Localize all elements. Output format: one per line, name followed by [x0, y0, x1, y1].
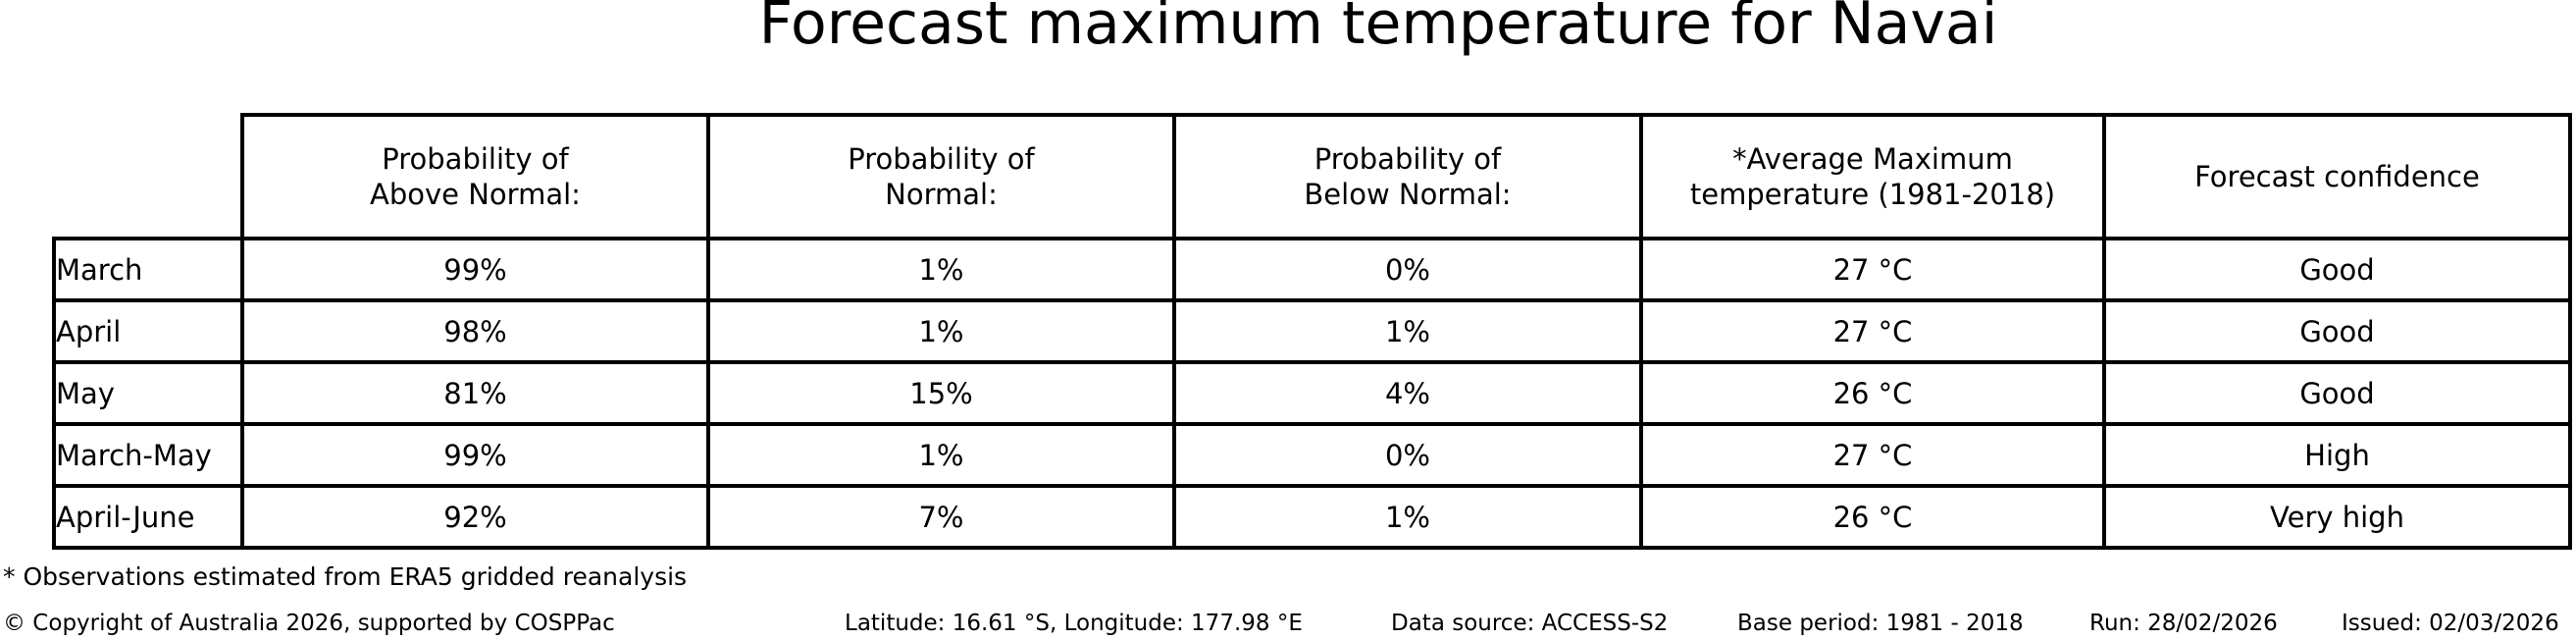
- table-row-march-may: March-May 99% 1% 0% 27 °C High: [52, 422, 2572, 488]
- cell-average-max-temperature: 27 °C: [1639, 422, 2106, 488]
- cell-below-normal: 0%: [1172, 422, 1643, 488]
- cell-above-normal: 99%: [240, 422, 710, 488]
- location-coordinates: Latitude: 16.61 °S, Longitude: 177.98 °E: [845, 611, 1303, 636]
- cell-below-normal: 1%: [1172, 298, 1643, 364]
- row-label: March: [52, 237, 244, 302]
- row-label: April: [52, 298, 244, 364]
- row-label: April-June: [52, 484, 244, 550]
- cell-forecast-confidence: Good: [2102, 298, 2572, 364]
- column-header-forecast-confidence: Forecast confidence: [2102, 113, 2572, 240]
- forecast-table: Probability of Above Normal: Probability…: [52, 113, 2572, 550]
- cell-above-normal: 98%: [240, 298, 710, 364]
- data-source-text: Data source: ACCESS-S2: [1391, 611, 1669, 636]
- column-header-below-normal: Probability of Below Normal:: [1172, 113, 1643, 240]
- cell-normal: 1%: [706, 298, 1176, 364]
- cell-normal: 1%: [706, 237, 1176, 302]
- table-row-april-june: April-June 92% 7% 1% 26 °C Very high: [52, 484, 2572, 550]
- cell-above-normal: 81%: [240, 360, 710, 426]
- cell-normal: 7%: [706, 484, 1176, 550]
- cell-below-normal: 0%: [1172, 237, 1643, 302]
- column-header-above-normal: Probability of Above Normal:: [240, 113, 710, 240]
- cell-forecast-confidence: Good: [2102, 360, 2572, 426]
- table-row-march: March 99% 1% 0% 27 °C Good: [52, 237, 2572, 302]
- column-header-average-max-temperature: *Average Maximum temperature (1981-2018): [1639, 113, 2106, 240]
- cell-forecast-confidence: Very high: [2102, 484, 2572, 550]
- base-period-text: Base period: 1981 - 2018: [1737, 611, 2024, 636]
- page-title: Forecast maximum temperature for Navai: [758, 0, 1998, 58]
- cell-normal: 15%: [706, 360, 1176, 426]
- observations-footnote: * Observations estimated from ERA5 gridd…: [3, 562, 688, 591]
- cell-normal: 1%: [706, 422, 1176, 488]
- cell-below-normal: 1%: [1172, 484, 1643, 550]
- row-label: March-May: [52, 422, 244, 488]
- column-header-normal: Probability of Normal:: [706, 113, 1176, 240]
- cell-average-max-temperature: 27 °C: [1639, 237, 2106, 302]
- copyright-text: © Copyright of Australia 2026, supported…: [3, 611, 615, 636]
- table-header-row: Probability of Above Normal: Probability…: [54, 113, 2572, 240]
- cell-average-max-temperature: 26 °C: [1639, 360, 2106, 426]
- run-date-text: Run: 28/02/2026: [2089, 611, 2278, 636]
- cell-above-normal: 99%: [240, 237, 710, 302]
- cell-average-max-temperature: 27 °C: [1639, 298, 2106, 364]
- table-row-may: May 81% 15% 4% 26 °C Good: [52, 360, 2572, 426]
- cell-below-normal: 4%: [1172, 360, 1643, 426]
- cell-average-max-temperature: 26 °C: [1639, 484, 2106, 550]
- issued-date-text: Issued: 02/03/2026: [2342, 611, 2559, 636]
- cell-forecast-confidence: High: [2102, 422, 2572, 488]
- row-label: May: [52, 360, 244, 426]
- table-row-april: April 98% 1% 1% 27 °C Good: [52, 298, 2572, 364]
- table-corner-blank: [54, 115, 242, 239]
- cell-above-normal: 92%: [240, 484, 710, 550]
- cell-forecast-confidence: Good: [2102, 237, 2572, 302]
